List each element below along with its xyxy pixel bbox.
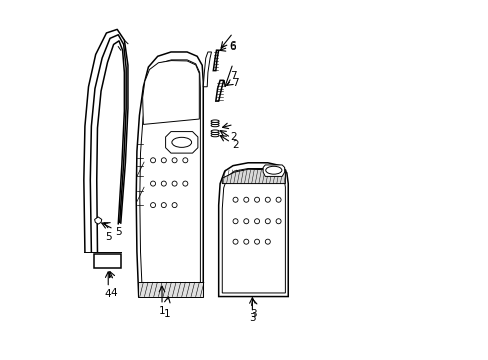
Text: 5: 5 [115, 227, 122, 237]
Text: 7: 7 [231, 78, 238, 88]
Text: 1: 1 [159, 306, 165, 316]
Text: 5: 5 [105, 232, 111, 242]
Text: 6: 6 [229, 41, 236, 50]
Text: 2: 2 [230, 132, 237, 142]
Polygon shape [222, 169, 285, 184]
Ellipse shape [211, 120, 219, 122]
Ellipse shape [211, 130, 219, 132]
Polygon shape [218, 163, 287, 297]
Polygon shape [222, 168, 285, 293]
Text: 6: 6 [229, 42, 236, 52]
Ellipse shape [211, 132, 219, 135]
Polygon shape [137, 282, 203, 297]
Polygon shape [142, 60, 199, 125]
Polygon shape [94, 217, 102, 224]
Polygon shape [140, 60, 200, 293]
Text: 4: 4 [105, 289, 111, 299]
Ellipse shape [265, 166, 281, 174]
Text: 7: 7 [229, 71, 236, 81]
Polygon shape [94, 253, 121, 268]
Text: 3: 3 [248, 313, 255, 323]
Ellipse shape [171, 137, 191, 147]
Ellipse shape [211, 122, 219, 125]
Polygon shape [165, 132, 198, 153]
Ellipse shape [211, 134, 219, 137]
Polygon shape [203, 52, 211, 87]
Polygon shape [263, 165, 284, 176]
Text: 4: 4 [110, 288, 117, 298]
Polygon shape [213, 50, 218, 71]
Text: 3: 3 [250, 310, 256, 319]
Ellipse shape [211, 124, 219, 127]
Text: 1: 1 [164, 310, 170, 319]
Polygon shape [215, 80, 223, 101]
Polygon shape [136, 52, 203, 297]
Text: 2: 2 [232, 140, 238, 150]
